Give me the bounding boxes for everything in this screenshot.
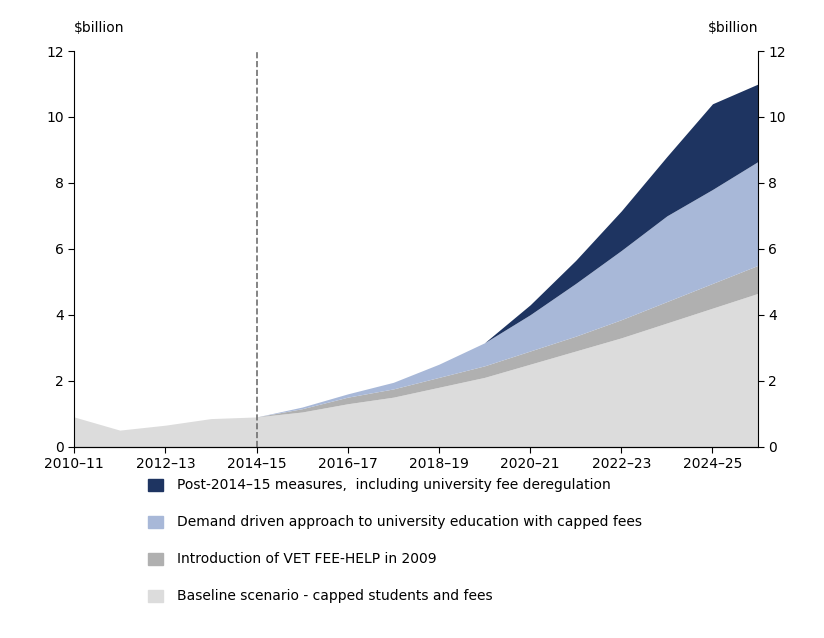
Text: Post-2014–15 measures,  including university fee deregulation: Post-2014–15 measures, including univers…	[177, 478, 611, 492]
Text: Demand driven approach to university education with capped fees: Demand driven approach to university edu…	[177, 515, 642, 529]
Text: Baseline scenario - capped students and fees: Baseline scenario - capped students and …	[177, 589, 493, 603]
Text: $billion: $billion	[708, 21, 758, 35]
Text: $billion: $billion	[74, 21, 124, 35]
Text: Introduction of VET FEE-HELP in 2009: Introduction of VET FEE-HELP in 2009	[177, 552, 437, 566]
